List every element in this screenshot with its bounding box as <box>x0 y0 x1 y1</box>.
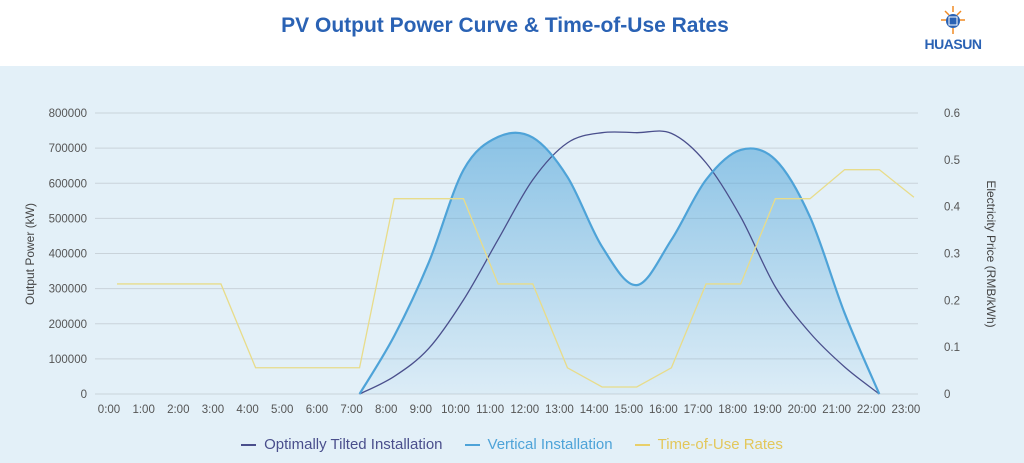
x-tick-label: 17:00 <box>684 404 713 416</box>
legend-label: Time-of-Use Rates <box>657 436 783 453</box>
x-tick-label: 16:00 <box>649 404 678 416</box>
x-tick-label: 21:00 <box>822 404 851 416</box>
y2-tick-label: 0.5 <box>944 155 960 167</box>
legend-label: Vertical Installation <box>487 436 613 453</box>
x-tick-label: 6:00 <box>306 404 328 416</box>
x-tick-label: 2:00 <box>167 404 189 416</box>
y2-tick-label: 0.6 <box>944 108 960 120</box>
y-tick-label: 0 <box>81 389 87 401</box>
y-axis-label: Output Power (kW) <box>23 203 37 305</box>
x-tick-label: 15:00 <box>614 404 643 416</box>
legend-item-vertical[interactable]: Vertical Installation <box>464 436 613 453</box>
x-tick-label: 1:00 <box>132 404 154 416</box>
legend-item-tilted[interactable]: Optimally Tilted Installation <box>241 436 443 453</box>
header: PV Output Power Curve & Time-of-Use Rate… <box>0 0 1024 66</box>
optimally-tilted-line <box>359 130 880 395</box>
x-tick-label: 19:00 <box>753 404 782 416</box>
y2-tick-label: 0.3 <box>944 249 960 261</box>
x-tick-label: 14:00 <box>580 404 609 416</box>
y2-tick-label: 0.1 <box>944 342 960 354</box>
x-tick-label: 11:00 <box>476 404 504 416</box>
logo-text: HUASUN <box>924 36 982 52</box>
y-tick-label: 200000 <box>49 319 87 331</box>
y-tick-label: 800000 <box>49 108 87 120</box>
x-tick-label: 4:00 <box>236 404 258 416</box>
x-tick-label: 8:00 <box>375 404 397 416</box>
vertical-installation-line <box>358 131 881 395</box>
huasun-logo: HUASUN <box>918 4 988 54</box>
y-tick-label: 100000 <box>49 354 87 366</box>
vertical-installation-area <box>359 132 880 394</box>
y-tick-label: 500000 <box>49 213 87 225</box>
y-tick-label: 300000 <box>49 284 87 296</box>
chart-title: PV Output Power Curve & Time-of-Use Rate… <box>281 14 729 37</box>
x-tick-label: 7:00 <box>340 404 362 416</box>
time-of-use-line <box>117 169 915 388</box>
x-tick-label: 20:00 <box>788 404 817 416</box>
y-tick-label: 600000 <box>49 178 87 190</box>
legend-swatch <box>634 443 650 446</box>
x-tick-label: 23:00 <box>892 404 921 416</box>
y-tick-label: 700000 <box>49 143 87 155</box>
x-tick-label: 12:00 <box>510 404 539 416</box>
y-tick-label: 400000 <box>49 249 87 261</box>
x-tick-label: 18:00 <box>718 404 747 416</box>
legend: Optimally Tilted Installation Vertical I… <box>0 436 1024 453</box>
legend-label: Optimally Tilted Installation <box>264 436 443 453</box>
x-tick-label: 13:00 <box>545 404 574 416</box>
x-tick-label: 3:00 <box>202 404 224 416</box>
sun-panel-icon <box>941 6 965 34</box>
legend-swatch <box>464 443 480 446</box>
x-tick-label: 22:00 <box>857 404 886 416</box>
y2-axis-label: Electricity Price (RMB/kWh) <box>984 180 998 327</box>
y2-tick-label: 0.4 <box>944 202 961 214</box>
x-tick-label: 9:00 <box>410 404 432 416</box>
x-tick-label: 10:00 <box>441 404 470 416</box>
y2-tick-label: 0.2 <box>944 295 960 307</box>
y2-tick-label: 0 <box>944 389 950 401</box>
legend-swatch <box>241 443 257 446</box>
x-tick-label: 5:00 <box>271 404 293 416</box>
x-tick-label: 0:00 <box>98 404 120 416</box>
legend-item-tou[interactable]: Time-of-Use Rates <box>634 436 783 453</box>
